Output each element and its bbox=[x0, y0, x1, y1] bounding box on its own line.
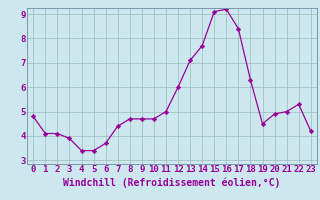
X-axis label: Windchill (Refroidissement éolien,°C): Windchill (Refroidissement éolien,°C) bbox=[63, 177, 281, 188]
